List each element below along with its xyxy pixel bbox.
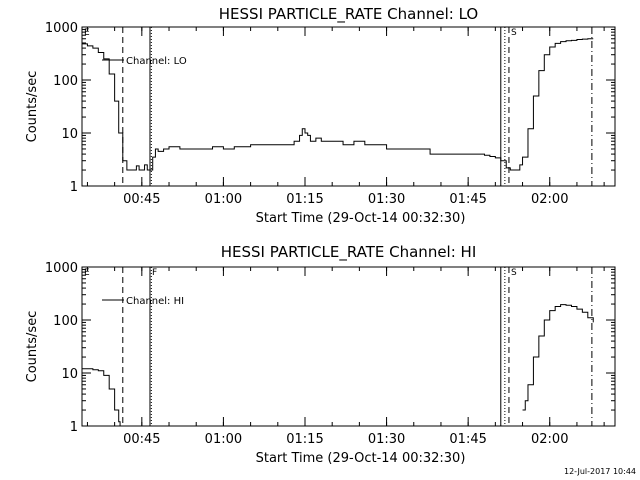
panel-1-series-1-line (522, 304, 594, 411)
panel-1-y-tick-label: 1 (70, 420, 78, 435)
panel-1-x-tick-label: 01:00 (205, 432, 242, 447)
lo-channel-panel: HESSI PARTICLE_RATE Channel: LO 1 10 100 100… (25, 5, 616, 226)
panel-1-x-axis-label: Start Time (29-Oct-14 00:32:30) (256, 451, 466, 466)
panel-0-x-tick-label: 02:00 (531, 192, 568, 207)
panel-1-x-tick-label: 01:45 (449, 432, 486, 447)
panel-0-series-0-line (82, 38, 594, 171)
panel-0-y-axis-label: Counts/sec (25, 71, 40, 143)
panel-1-y-tick-label: 10 (61, 367, 78, 382)
panel-0-x-tick-label: 01:30 (368, 192, 405, 207)
panel-1-title: HESSI PARTICLE_RATE Channel: HI (221, 243, 477, 262)
panel-0-y-tick-label: 1 (70, 180, 78, 195)
panel-0-x-tick-label: 01:00 (205, 192, 242, 207)
panel-1-marker-label: E (84, 268, 90, 278)
panel-1-x-tick-label: 01:30 (368, 432, 405, 447)
panel-0-plot-frame (81, 26, 616, 187)
panel-0-marker-label: S (511, 28, 517, 38)
panel-1-x-tick-label: 00:45 (123, 432, 160, 447)
panel-0-marker-label: E (84, 28, 90, 38)
panel-1-series-0-line (82, 368, 121, 426)
panel-1-legend-label: Channel: HI (126, 296, 184, 307)
panel-0-y-tick-label: 1000 (45, 21, 78, 36)
panel-0-y-tick-label: 10 (61, 127, 78, 142)
panel-1-y-tick-label: 1000 (45, 261, 78, 276)
panel-0-legend-label: Channel: LO (126, 56, 187, 67)
footer-timestamp: 12-Jul-2017 10:44 (564, 467, 636, 476)
panel-1-x-tick-label: 02:00 (531, 432, 568, 447)
panel-1-marker-label: S (511, 268, 517, 278)
panel-1-plot-frame (81, 266, 616, 427)
panel-0-x-axis-label: Start Time (29-Oct-14 00:32:30) (256, 211, 466, 226)
panel-0-title: HESSI PARTICLE_RATE Channel: LO (219, 5, 478, 24)
panel-1-marker-label: F (152, 268, 157, 278)
panel-1-x-tick-label: 01:15 (286, 432, 323, 447)
panel-0-x-tick-label: 01:15 (286, 192, 323, 207)
panel-1-y-tick-label: 100 (53, 314, 78, 329)
panel-0-x-tick-label: 01:45 (449, 192, 486, 207)
hi-channel-panel: HESSI PARTICLE_RATE Channel: HI 1 10 100 100… (25, 243, 616, 466)
panel-0-x-tick-label: 00:45 (123, 192, 160, 207)
panel-1-y-axis-label: Counts/sec (25, 311, 40, 383)
panel-0-y-tick-label: 100 (53, 74, 78, 89)
